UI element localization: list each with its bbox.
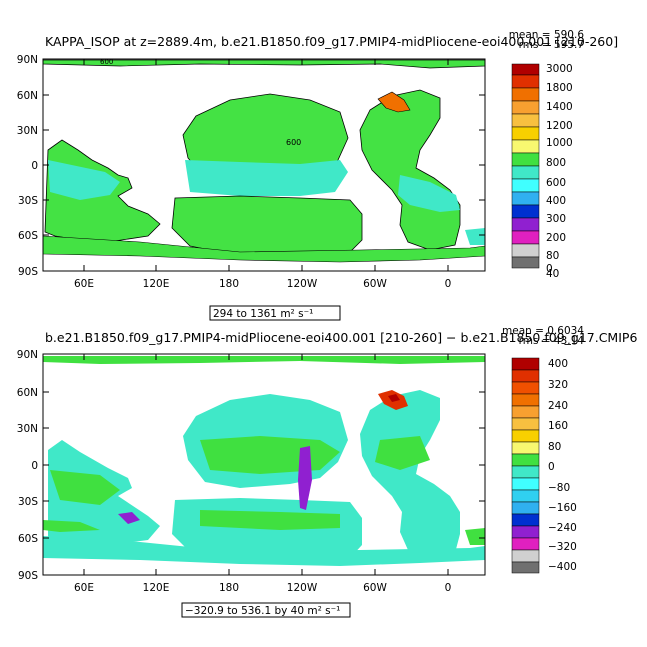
panel-bottom-range-box	[181, 602, 351, 618]
panel-bottom-range-text: −320.9 to 536.1 by 40 m² s⁻¹	[185, 605, 340, 617]
panel-bottom-ticks	[43, 354, 485, 575]
lon-label-0: 0	[445, 278, 452, 290]
colorbar-bottom-label-5: 0	[548, 461, 555, 473]
colorbar-bottom-label-10: −400	[548, 561, 577, 573]
lat-label-60s: 60S	[18, 230, 38, 242]
lat-label-90n: 90N	[17, 54, 38, 66]
panel-bottom-colorbar: 400 320 240 160 80 0 −80 −160 −240 −320 …	[511, 357, 577, 574]
colorbar-top-label-3: 1200	[546, 120, 573, 132]
lat-label-30n: 30N	[17, 125, 38, 137]
lat-label-60n: 60N	[17, 387, 38, 399]
lon-label-60e: 60E	[74, 278, 94, 290]
panel-top-map: 600 600	[43, 58, 485, 271]
panel-top-range-text: 294 to 1361 m² s⁻¹	[213, 308, 313, 320]
panel-bottom-title: b.e21.B1850.f09_g17.PMIP4-midPliocene-eo…	[45, 330, 637, 345]
colorbar-bottom-label-3: 160	[548, 420, 568, 432]
colorbar-top-label-12: 0	[546, 263, 553, 275]
panel-top-lon-axis: 60E 120E 180 120W 60W 0	[74, 278, 451, 290]
contour-label-600: 600	[286, 138, 301, 147]
colorbar-top-label-9: 200	[546, 232, 566, 244]
panel-bottom-lat-axis: 90N 60N 30N 0 30S 60S 90S	[17, 349, 39, 582]
lat-label-0: 0	[31, 160, 38, 172]
panel-bottom-map	[43, 354, 485, 575]
colorbar-top-label-11: 40	[546, 268, 559, 280]
lon-label-180: 180	[219, 582, 239, 594]
lat-label-60s: 60S	[18, 533, 38, 545]
panel-top-mean: mean = 590.6	[509, 29, 585, 41]
lon-label-60w: 60W	[363, 582, 387, 594]
lon-label-60e: 60E	[74, 582, 94, 594]
colorbar-bottom-label-4: 80	[548, 441, 561, 453]
lon-label-120w: 120W	[287, 582, 318, 594]
colorbar-top-label-2: 1400	[546, 101, 573, 113]
lon-label-120e: 120E	[143, 582, 170, 594]
lat-label-30n: 30N	[17, 423, 38, 435]
lat-label-90n: 90N	[17, 349, 38, 361]
lon-label-120e: 120E	[143, 278, 170, 290]
panel-bottom-lon-axis: 60E 120E 180 120W 60W 0	[74, 582, 451, 594]
colorbar-top-label-6: 600	[546, 177, 566, 189]
colorbar-bottom-label-6: −80	[548, 482, 570, 494]
lon-label-180: 180	[219, 278, 239, 290]
panel-bottom-mean: mean = 0.6034	[502, 325, 584, 337]
panel-bottom-rms: rms = 43.14	[519, 335, 585, 347]
lat-label-90s: 90S	[18, 266, 38, 278]
lon-label-60w: 60W	[363, 278, 387, 290]
colorbar-top-label-7: 400	[546, 195, 566, 207]
panel-bottom: b.e21.B1850.f09_g17.PMIP4-midPliocene-eo…	[17, 325, 637, 618]
colorbar-bottom-label-9: −320	[548, 541, 577, 553]
colorbar-top-label-1: 1800	[546, 82, 573, 94]
panel-top: KAPPA_ISOP at z=2889.4m, b.e21.B1850.f09…	[17, 29, 618, 321]
colorbar-top-label-5: 800	[546, 157, 566, 169]
colorbar-top-label-10: 80	[546, 250, 559, 262]
colorbar-bottom-label-8: −240	[548, 522, 577, 534]
contour-label-600-arctic: 600	[100, 58, 113, 66]
colorbar-top-label-8: 300	[546, 213, 566, 225]
lon-label-0: 0	[445, 582, 452, 594]
colorbar-top-label-4: 1000	[546, 137, 573, 149]
lat-label-30s: 30S	[18, 195, 38, 207]
colorbar-top-label-0: 3000	[546, 63, 573, 75]
colorbar-bottom-label-2: 240	[548, 400, 568, 412]
lat-label-90s: 90S	[18, 570, 38, 582]
panel-top-colorbar: 3000 1800 1400 1200 1000 800 600 400 300…	[511, 63, 573, 280]
colorbar-bottom-label-7: −160	[548, 502, 577, 514]
panel-top-lat-axis: 90N 60N 30N 0 30S 60S 90S	[17, 54, 39, 278]
panel-top-range-box	[209, 305, 341, 321]
panel-top-ticks	[43, 58, 485, 271]
lat-label-0: 0	[31, 460, 38, 472]
panel-top-rms: rms = 595.7	[519, 39, 584, 51]
colorbar-bottom-label-1: 320	[548, 379, 568, 391]
colorbar-bottom-label-0: 400	[548, 358, 568, 370]
lat-label-60n: 60N	[17, 90, 38, 102]
panel-top-title: KAPPA_ISOP at z=2889.4m, b.e21.B1850.f09…	[45, 34, 618, 49]
lat-label-30s: 30S	[18, 496, 38, 508]
lon-label-120w: 120W	[287, 278, 318, 290]
